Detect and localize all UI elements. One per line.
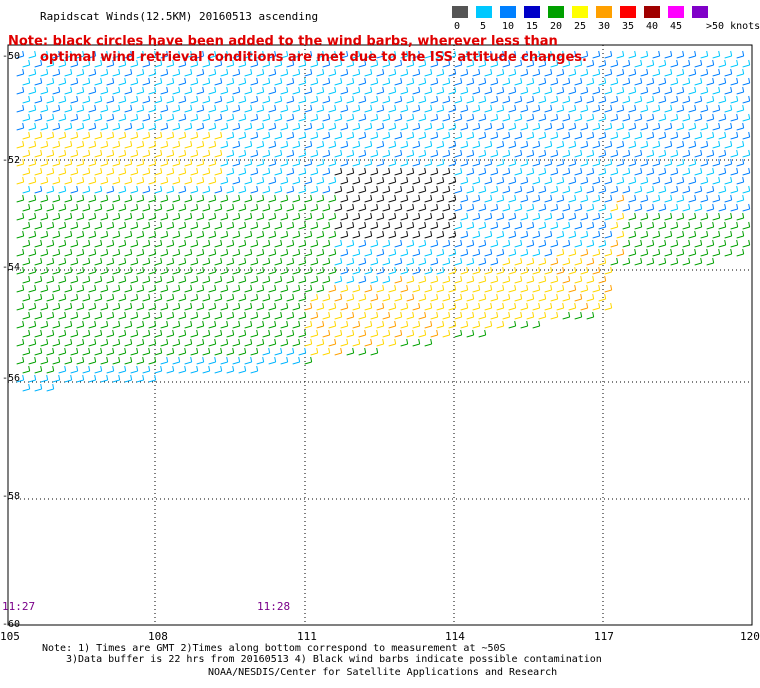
lat-label-58: -58 [2, 491, 21, 502]
colorbar-swatch-8 [644, 6, 660, 18]
footer-line-3: NOAA/NESDIS/Center for Satellite Applica… [208, 667, 558, 678]
lat-label-56: -56 [2, 373, 21, 384]
lat-label-52: -52 [2, 155, 21, 166]
colorbar-label-5: 25 [574, 21, 587, 32]
footer-line-2: 3)Data buffer is 22 hrs from 20160513 4)… [66, 654, 602, 665]
colorbar-label-9: 45 [670, 21, 683, 32]
colorbar-swatch-4 [548, 6, 564, 18]
colorbar-swatch-6 [596, 6, 612, 18]
lon-label-111: 111 [297, 630, 317, 643]
colorbar-swatch-1 [476, 6, 492, 18]
time-label-2: 11:28 [257, 600, 291, 613]
colorbar-label-3: 15 [526, 21, 539, 32]
colorbar-label-0: 0 [454, 21, 461, 32]
lon-label-114: 114 [445, 630, 465, 643]
lon-label-108: 108 [148, 630, 168, 643]
lat-label-60: -60 [2, 619, 21, 630]
lon-label-117: 117 [594, 630, 614, 643]
colorbar-swatch-9 [668, 6, 684, 18]
map-title: Rapidscat Winds(12.5KM) 20160513 ascendi… [40, 10, 319, 23]
map-frame [7, 44, 753, 626]
note-line-2: optimal wind retrieval conditions are me… [40, 50, 587, 65]
wind-barbs [16, 50, 751, 392]
colorbar-swatch-0 [452, 6, 468, 18]
colorbar-swatch-10 [692, 6, 708, 18]
lon-label-120: 120 [740, 630, 760, 643]
colorbar-swatch-5 [572, 6, 588, 18]
colorbar-label-7: 35 [622, 21, 635, 32]
lat-label-54: -54 [2, 262, 21, 273]
colorbar-swatch-3 [524, 6, 540, 18]
colorbar-label-1: 5 [480, 21, 487, 32]
colorbar-label-8: 40 [646, 21, 659, 32]
lon-label-105: 105 [0, 630, 20, 643]
colorbar-label-2: 10 [502, 21, 515, 32]
colorbar-label-6: 30 [598, 21, 611, 32]
lat-label-50: -50 [2, 51, 21, 62]
footer-line-1: Note: 1) Times are GMT 2)Times along bot… [42, 643, 506, 654]
grid-lines [8, 45, 752, 625]
colorbar-swatch-7 [620, 6, 636, 18]
note-line-1: Note: black circles have been added to t… [8, 34, 558, 49]
time-label-1: 11:27 [2, 600, 36, 613]
colorbar-swatch-2 [500, 6, 516, 18]
colorbar-label-4: 20 [550, 21, 563, 32]
colorbar-label-10: >50 knots [706, 21, 760, 32]
